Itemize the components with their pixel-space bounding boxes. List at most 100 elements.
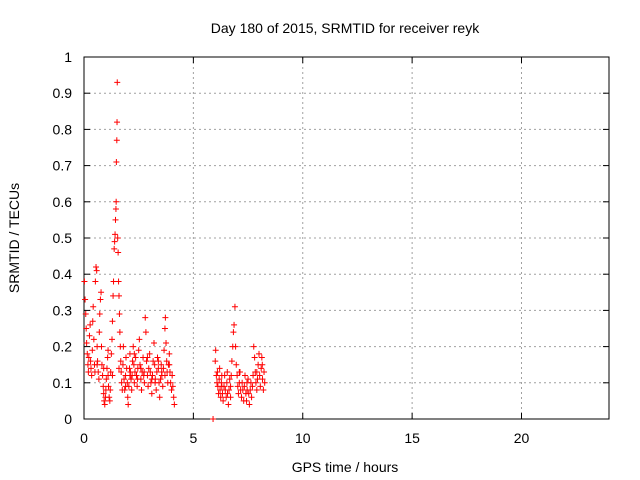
data-point [113,198,120,205]
data-point [217,394,224,401]
data-point [167,379,174,386]
data-point [117,358,124,365]
data-point [83,325,90,332]
data-point [144,372,151,379]
data-point [163,358,170,365]
data-point [130,361,137,368]
data-point [105,347,112,354]
data-point [96,311,103,318]
data-point [171,401,178,408]
data-point [112,216,119,223]
data-point [106,397,113,404]
x-tick-label: 15 [404,430,420,446]
data-point [85,354,92,361]
data-point [123,354,129,361]
data-point [106,394,113,401]
data-point [126,365,133,372]
data-point [92,278,99,285]
data-point [223,379,230,386]
data-point [124,379,131,386]
data-point [238,394,245,401]
data-point [221,372,228,379]
data-point [120,343,127,350]
data-point [243,397,250,404]
data-point [161,325,168,332]
data-point [245,376,252,383]
y-tick-label: 0.9 [53,85,73,101]
data-point [144,354,151,361]
data-point [141,379,148,386]
data-point [258,354,265,361]
data-point [138,387,145,394]
y-tick-label: 0.1 [53,375,73,391]
data-point [153,387,160,394]
data-point [170,394,177,401]
data-point [131,368,138,375]
data-point [125,401,132,408]
data-point [96,329,103,336]
data-point [161,372,168,379]
data-point [149,372,156,379]
data-point [134,383,141,390]
data-point [145,365,152,372]
data-point [110,278,117,285]
data-point [99,372,106,379]
data-point [121,376,128,383]
data-point [131,350,138,357]
data-point [166,368,173,375]
data-point [128,376,135,383]
data-point [126,372,133,379]
data-point [166,361,173,368]
data-point [86,332,93,339]
data-point [169,383,176,390]
y-tick-label: 0.6 [53,194,73,210]
y-tick-label: 0.3 [53,302,73,318]
data-point [81,278,88,285]
data-point [218,383,225,390]
data-point [227,394,234,401]
data-point [220,397,227,404]
data-point [133,372,140,379]
data-point [94,361,101,368]
data-point [158,368,165,375]
data-point [100,390,107,397]
data-points [81,79,268,422]
data-point [169,372,176,379]
data-point [228,358,235,365]
data-point [148,390,155,397]
data-point [142,314,149,321]
data-point [150,358,157,365]
data-point [131,379,138,386]
data-point [260,387,267,394]
data-point [112,206,119,213]
data-point [250,372,257,379]
data-point [141,368,148,375]
y-tick-label: 0.4 [53,266,73,282]
data-point [162,314,169,321]
y-tick-label: 0.8 [53,121,73,137]
data-point [225,401,232,408]
y-tick-label: 0 [64,411,72,427]
data-point [212,358,219,365]
data-point [252,379,259,386]
data-point [101,401,108,408]
data-point [233,361,240,368]
data-point [98,289,105,296]
data-point [93,267,100,274]
data-point [118,368,125,375]
data-point [119,361,126,368]
data-point [128,387,135,394]
x-tick-label: 10 [295,430,311,446]
grid-lines [84,57,609,419]
data-point [108,350,115,357]
data-point [258,365,265,372]
data-point [210,416,217,422]
data-point [231,321,238,328]
data-point [107,387,114,394]
data-point [214,368,221,375]
data-point [249,383,256,390]
data-point [103,376,110,383]
x-axis-tick-labels: 0 5 10 15 20 [80,430,529,446]
